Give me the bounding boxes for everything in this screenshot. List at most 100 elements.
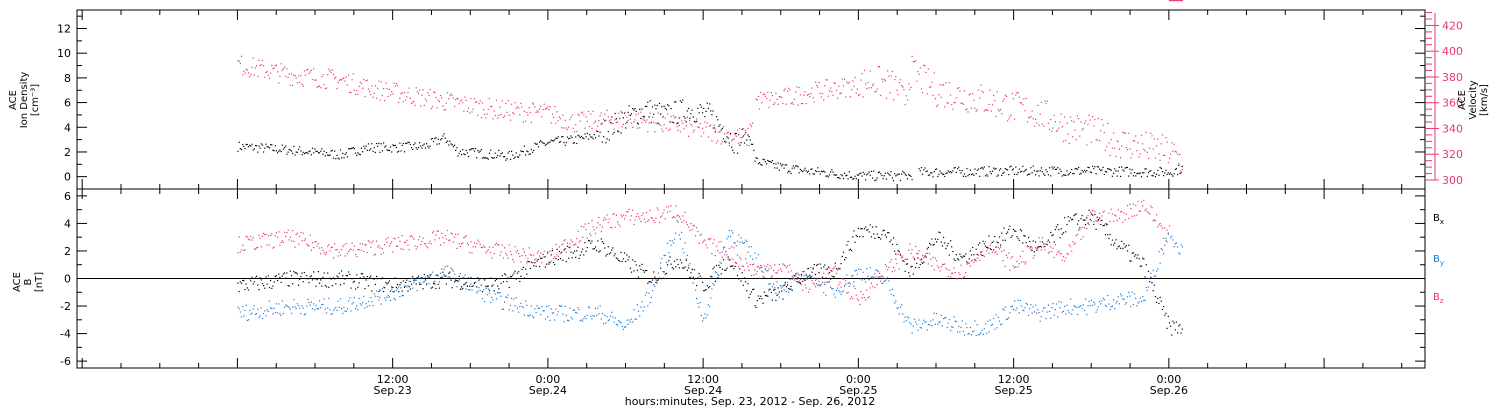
field-point-bz (750, 275, 753, 277)
field-point-bz (1045, 243, 1047, 245)
density-point (1028, 173, 1030, 175)
field-point-bz (658, 221, 661, 223)
density-point (782, 163, 784, 166)
field-point-bz (1099, 212, 1101, 214)
field-point-bz (646, 211, 648, 214)
field-point-bx (672, 268, 675, 270)
field-point-by (454, 273, 456, 275)
velocity-point (916, 80, 918, 82)
density-point (529, 153, 531, 155)
density-point (892, 180, 895, 182)
field-point-bz (902, 255, 904, 257)
field-point-by (313, 303, 315, 305)
field-point-by (291, 312, 293, 314)
velocity-point (640, 111, 642, 113)
field-point-by (746, 240, 748, 243)
field-point-bz (426, 245, 428, 247)
field-point-by (1160, 248, 1162, 250)
density-point (244, 148, 246, 150)
field-point-by (556, 314, 558, 316)
velocity-point (629, 118, 631, 120)
field-point-by (415, 279, 417, 281)
field-point-bz (782, 263, 784, 265)
field-point-by (582, 320, 584, 322)
field-point-bz (424, 243, 427, 245)
field-point-bx (813, 264, 815, 266)
velocity-point (373, 92, 375, 94)
field-point-bz (1154, 220, 1157, 222)
velocity-point (988, 103, 990, 105)
velocity-point (1139, 153, 1141, 155)
field-point-by (286, 305, 288, 307)
field-point-by (817, 284, 819, 286)
field-point-bz (617, 221, 619, 223)
field-point-bx (256, 275, 258, 277)
field-point-bz (504, 247, 506, 249)
field-point-bx (931, 238, 933, 240)
field-point-bz (422, 237, 424, 239)
field-point-bx (597, 240, 599, 242)
field-point-bx (464, 283, 466, 285)
field-point-bx (974, 258, 976, 261)
field-point-by (352, 301, 354, 303)
field-point-bz (726, 254, 728, 256)
field-point-by (835, 290, 838, 292)
field-point-by (713, 284, 715, 286)
velocity-axis-label-line3: [km/s] (1479, 84, 1490, 116)
field-point-bx (1011, 235, 1013, 237)
field-point-bx (403, 286, 406, 288)
density-point (394, 144, 396, 146)
velocity-point (650, 122, 652, 124)
density-point (668, 105, 670, 107)
velocity-point (828, 90, 831, 92)
field-point-by (998, 320, 1001, 322)
field-point-by (239, 311, 241, 313)
field-point-bz (1094, 210, 1096, 213)
velocity-point (845, 96, 847, 98)
field-point-by (285, 304, 287, 306)
field-point-bx (861, 228, 863, 230)
field-point-by (1108, 303, 1110, 305)
velocity-point (1028, 116, 1030, 119)
field-point-bz (466, 242, 468, 244)
velocity-point (302, 85, 304, 87)
field-point-bz (533, 254, 535, 256)
field-point-bx (858, 227, 860, 229)
field-point-bz (841, 278, 843, 280)
field-point-bz (471, 252, 473, 254)
density-point (433, 140, 435, 143)
field-point-bx (918, 266, 920, 269)
field-point-bz (1026, 246, 1028, 248)
velocity-point (1048, 128, 1051, 130)
velocity-point (479, 100, 481, 102)
field-point-bz (748, 269, 750, 271)
field-point-bz (427, 247, 429, 249)
velocity-point (1116, 140, 1118, 142)
velocity-point (440, 95, 442, 97)
field-point-bz (640, 220, 642, 222)
field-point-by (1045, 317, 1047, 320)
density-point (485, 157, 487, 159)
field-point-bz (932, 256, 934, 258)
field-point-bz (490, 251, 492, 254)
field-point-by (1058, 300, 1060, 303)
density-point (280, 150, 282, 153)
density-point (520, 150, 522, 152)
field-point-bz (325, 251, 328, 254)
velocity-point (735, 135, 737, 137)
field-point-by (329, 309, 331, 311)
density-point (1135, 175, 1137, 177)
field-point-bx (962, 255, 964, 257)
field-point-by (781, 287, 783, 289)
density-point (339, 149, 342, 151)
field-point-by (646, 291, 648, 294)
field-point-by (470, 283, 472, 285)
field-point-by (768, 283, 770, 285)
density-point (967, 175, 969, 177)
velocity-point (492, 118, 494, 120)
field-point-bx (353, 280, 355, 282)
velocity-point (802, 103, 804, 105)
density-point (664, 107, 666, 109)
field-point-by (490, 301, 492, 303)
field-point-bz (713, 239, 715, 241)
